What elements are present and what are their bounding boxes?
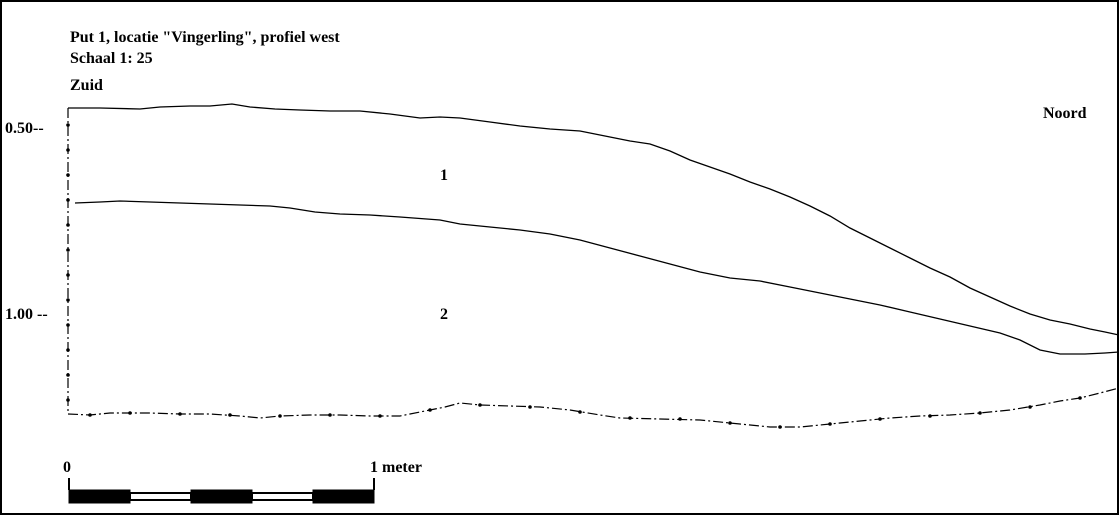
surface-line	[68, 103, 1119, 336]
scale-bar-end-label: 1 meter	[370, 459, 422, 476]
layer-1-label: 1	[440, 167, 448, 184]
scale-bar	[68, 489, 375, 504]
direction-south: Zuid	[70, 77, 103, 94]
drawing-title: Put 1, locatie "Vingerling", profiel wes…	[70, 29, 340, 46]
excavation-base-line	[67, 387, 1119, 428]
depth-label-050: 0.50--	[5, 120, 44, 137]
layer-boundary-line	[74, 200, 1119, 355]
scale-bar-segment-2	[129, 492, 192, 501]
south-boundary-dots	[66, 123, 70, 402]
scale-bar-segment-3	[190, 489, 253, 504]
depth-label-100: 1.00 --	[5, 306, 48, 323]
excavation-base-dots	[88, 396, 1082, 429]
scale-bar-segment-5	[312, 489, 375, 504]
scale-bar-segment-4	[251, 492, 314, 501]
layer-2-label: 2	[440, 306, 448, 323]
scale-text: Schaal 1: 25	[70, 50, 153, 67]
scale-bar-start-label: 0	[63, 459, 71, 476]
scale-bar-segment-1	[68, 489, 131, 504]
direction-north: Noord	[1043, 105, 1087, 122]
